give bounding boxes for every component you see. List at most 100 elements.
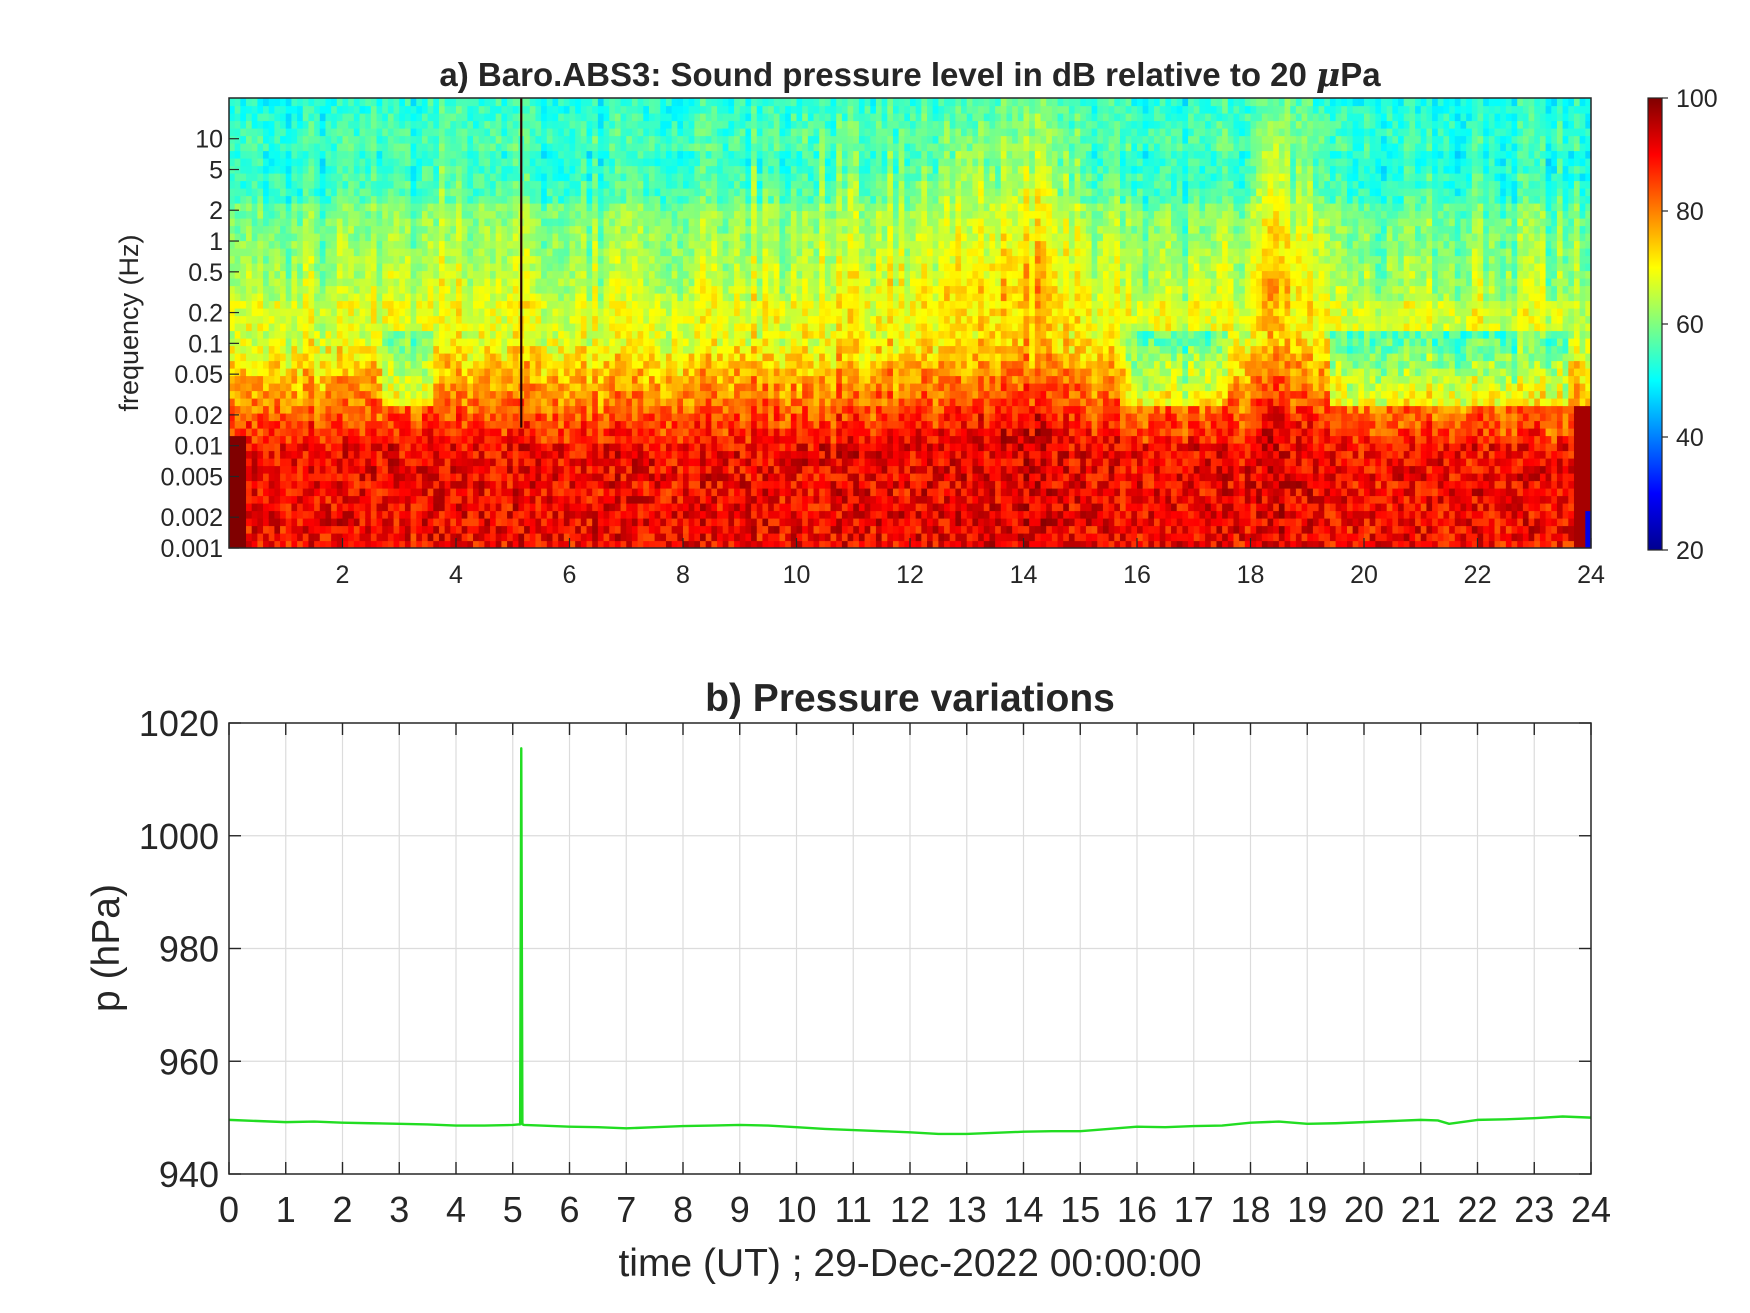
spectrogram-cell [507,278,514,287]
spectrogram-cell [246,293,253,302]
spectrogram-cell [359,323,366,332]
spectrogram-cell [433,278,440,287]
spectrogram-cell [438,278,446,287]
spectrogram-cell [620,158,627,167]
spectrogram-cell [421,180,429,189]
spectrogram-cell [314,210,321,219]
spectrogram-cell [677,150,684,159]
spectrogram-cell [609,135,616,144]
spectrogram-cell [592,135,599,144]
spectrogram-cell [382,518,389,527]
spectrogram-cell [427,203,434,212]
spectrogram-cell [603,330,610,339]
spectrogram-cell [694,120,701,129]
spectrogram-cell [620,135,627,144]
spectrogram-cell [336,248,344,257]
spectrogram-cell [501,488,508,497]
spectrogram-cell [648,105,656,114]
spectrogram-cell [382,270,389,279]
spectrogram-cell [637,375,644,384]
spectrogram-cell [297,218,304,227]
spectrogram-cell [393,113,400,122]
spectrogram-cell [643,203,650,212]
spectrogram-cell [535,293,542,302]
spectrogram-cell [558,435,565,444]
spectrogram-cell [541,368,548,377]
spectrogram-cell [654,338,661,347]
spectrogram-cell [683,383,690,392]
spectrogram-cell [490,248,497,257]
spectrogram-cell [308,518,315,527]
spectrogram-cell [501,533,508,542]
spectrogram-cell [257,278,264,287]
spectrogram-cell [416,308,423,317]
spectrogram-cell [467,345,474,354]
spectrogram-cell [580,203,588,212]
spectrogram-cell [382,398,389,407]
spectrogram-cell [609,158,616,167]
spectrogram-cell [336,338,344,347]
spectrogram-cell [694,263,701,272]
spectrogram-cell [467,315,474,324]
spectrogram-cell [671,458,678,467]
spectrogram-cell [450,368,457,377]
spectrogram-cell [456,488,463,497]
spectrogram-cell [654,120,661,129]
spectrogram-cell [495,270,502,279]
spectrogram-cell [427,173,434,182]
spectrogram-cell [501,338,508,347]
spectrogram-cell [597,300,605,309]
spectrogram-cell [433,263,440,272]
spectrogram-cell [620,465,627,474]
spectrogram-cell [393,188,400,197]
spectrogram-cell [501,165,508,174]
spectrogram-cell [512,450,520,459]
spectrogram-cell [370,293,378,302]
spectrogram-cell [569,495,576,504]
spectrogram-cell [376,323,383,332]
spectrogram-cell [563,158,571,167]
spectrogram-cell [660,480,667,489]
spectrogram-cell [518,518,525,527]
spectrogram-cell [563,248,571,257]
spectrogram-cell [325,233,332,242]
spectrogram-cell [643,233,650,242]
spectrogram-cell [382,533,389,542]
spectrogram-cell [331,345,338,354]
spectrogram-cell [694,338,701,347]
spectrogram-cell [620,345,627,354]
spectrogram-cell [637,488,644,497]
spectrogram-cell [597,233,605,242]
spectrogram-cell [569,315,576,324]
spectrogram-cell [308,540,315,548]
spectrogram-cell [348,435,355,444]
spectrogram-cell [376,248,383,257]
spectrogram-cell [308,375,315,384]
spectrogram-cell [297,375,304,384]
spectrogram-cell [416,398,423,407]
spectrogram-cell [518,443,525,452]
spectrogram-cell [473,143,480,152]
spectrogram-cell [665,263,673,272]
spectrogram-cell [274,450,281,459]
spectrogram-cell [677,540,684,548]
spectrogram-cell [444,510,451,519]
spectrogram-cell [314,195,321,204]
spectrogram-cell [541,390,548,399]
spectrogram-cell [495,338,502,347]
spectrogram-cell [365,158,372,167]
spectrogram-cell [586,473,593,482]
spectrogram-cell [586,375,593,384]
spectrogram-cell [410,503,417,512]
spectrogram-cell [512,233,520,242]
spectrogram-cell [365,315,372,324]
spectrogram-cell [626,353,633,362]
spectrogram-cell [512,345,520,354]
spectrogram-cell [229,323,236,332]
spectrogram-cell [234,488,241,497]
spectrogram-cell [631,188,639,197]
spectrogram-cell [478,293,485,302]
spectrogram-cell [308,443,315,452]
spectrogram-cell [461,360,468,369]
spectrogram-cell [603,345,610,354]
